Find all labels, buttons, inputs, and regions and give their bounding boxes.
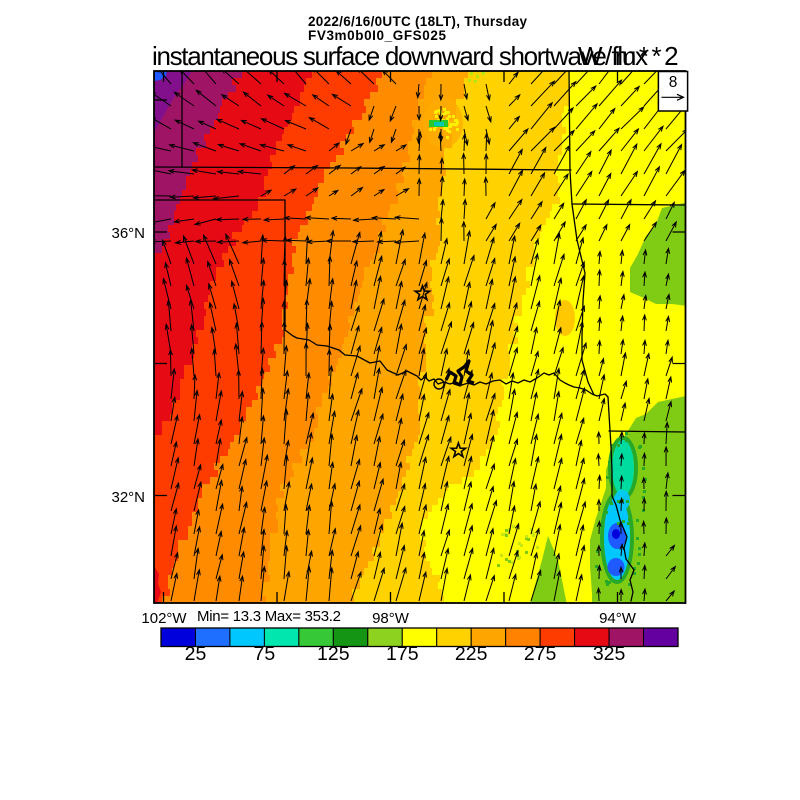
svg-text:8: 8 [669, 74, 678, 91]
svg-text:175: 175 [386, 643, 419, 665]
svg-text:Min= 13.3 Max= 353.2: Min= 13.3 Max= 353.2 [197, 608, 341, 625]
svg-text:2022/6/16/0UTC (18LT), Thursda: 2022/6/16/0UTC (18LT), Thursday [308, 14, 527, 29]
svg-text:75: 75 [254, 643, 276, 665]
svg-text:instantaneous surface downward: instantaneous surface downward shortwave… [152, 41, 648, 71]
svg-text:36°N: 36°N [111, 225, 145, 242]
svg-text:102°W: 102°W [141, 610, 187, 627]
svg-text:FV3m0b0I0_GFS025: FV3m0b0I0_GFS025 [308, 28, 446, 43]
svg-text:94°W: 94°W [599, 610, 637, 627]
svg-text:275: 275 [524, 643, 557, 665]
svg-text:W/m**2: W/m**2 [578, 41, 681, 71]
svg-text:25: 25 [185, 643, 207, 665]
svg-text:32°N: 32°N [111, 489, 145, 506]
svg-text:98°W: 98°W [372, 610, 410, 627]
svg-text:325: 325 [593, 643, 626, 665]
svg-text:225: 225 [455, 643, 488, 665]
svg-text:125: 125 [317, 643, 350, 665]
